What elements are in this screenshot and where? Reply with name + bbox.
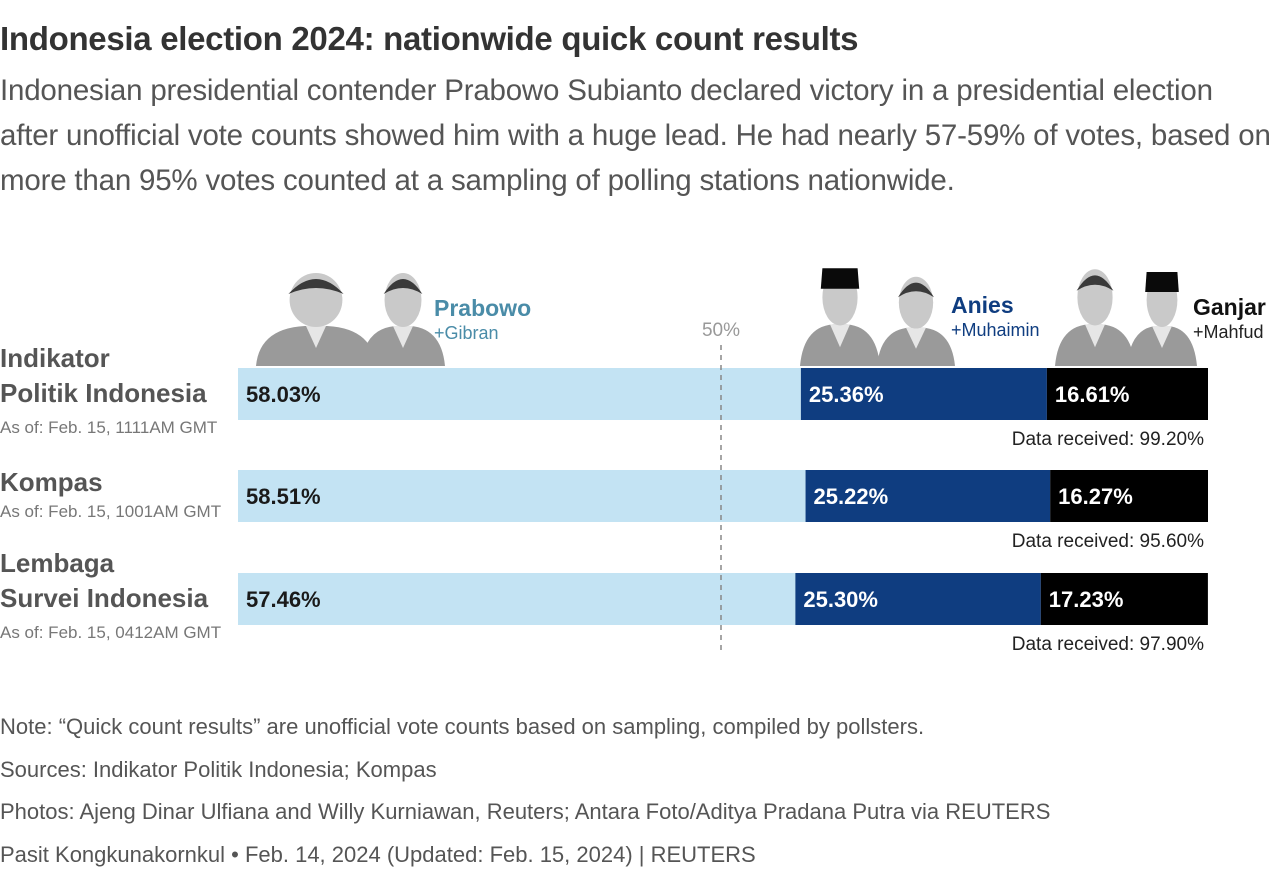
data-label: 58.51% [246, 484, 321, 509]
candidate-name-label: Anies [951, 292, 1014, 318]
candidate-name-label: Prabowo [434, 295, 531, 321]
sources-text: Sources: Indikator Politik Indonesia; Ko… [0, 756, 437, 782]
candidate-photo-icon [800, 268, 880, 366]
as-of-label: As of: Feb. 15, 1001AM GMT [0, 502, 221, 521]
candidate-name-label: Ganjar [1193, 294, 1266, 320]
data-received-label: Data received: 99.20% [1012, 429, 1204, 450]
bar-segment-prabowo [238, 470, 806, 522]
data-label: 16.61% [1055, 382, 1130, 407]
category-label: Survei Indonesia [0, 583, 209, 613]
bar-segment-ganjar [1040, 573, 1208, 625]
reference-line-label: 50% [702, 320, 740, 341]
as-of-label: As of: Feb. 15, 1111AM GMT [0, 418, 217, 437]
note-text: Note: “Quick count results” are unoffici… [0, 714, 925, 739]
category-label: Lembaga [0, 548, 115, 578]
bar-segment-prabowo [238, 573, 796, 625]
data-label: 58.03% [246, 382, 321, 407]
running-mate-label: +Muhaimin [951, 320, 1040, 340]
chart-subtitle: Indonesian presidential contender Prabow… [0, 74, 1271, 197]
category-label: Indikator [0, 343, 110, 373]
data-received-label: Data received: 95.60% [1012, 531, 1204, 552]
data-label: 16.27% [1058, 484, 1133, 509]
candidate-photo-icon [361, 273, 445, 366]
candidate-photo-icon [877, 276, 955, 366]
data-label: 25.22% [814, 484, 889, 509]
bar-segment-ganjar [1050, 470, 1208, 522]
candidate-photo-icon [1055, 269, 1135, 366]
candidate-photo-icon [1127, 272, 1197, 366]
chart-title: Indonesia election 2024: nationwide quic… [0, 20, 859, 57]
as-of-label: As of: Feb. 15, 0412AM GMT [0, 623, 221, 642]
data-received-label: Data received: 97.90% [1012, 634, 1204, 655]
running-mate-label: +Mahfud [1193, 322, 1264, 342]
bar-segment-anies [795, 573, 1041, 625]
stacked-bar-chart: Prabowo+Gibran Anies+Muhaimin Ganjar+Mahfu… [0, 268, 1266, 655]
candidate-photo-icon [256, 273, 376, 366]
category-label: Kompas [0, 467, 103, 497]
data-label: 17.23% [1049, 587, 1124, 612]
footnotes: Note: “Quick count results” are unoffici… [0, 706, 1280, 876]
photo-credits: Photos: Ajeng Dinar Ulfiana and Willy Ku… [0, 799, 1051, 824]
data-label: 25.30% [803, 587, 878, 612]
data-label: 25.36% [809, 382, 884, 407]
category-label: Politik Indonesia [0, 378, 207, 408]
byline: Pasit Kongkunakornkul • Feb. 14, 2024 (U… [0, 841, 756, 867]
data-label: 57.46% [246, 587, 321, 612]
bar-segment-ganjar [1046, 368, 1208, 420]
bar-segment-anies [800, 368, 1047, 420]
bar-segment-anies [805, 470, 1051, 522]
bar-segment-prabowo [238, 368, 801, 420]
running-mate-label: +Gibran [434, 323, 499, 343]
